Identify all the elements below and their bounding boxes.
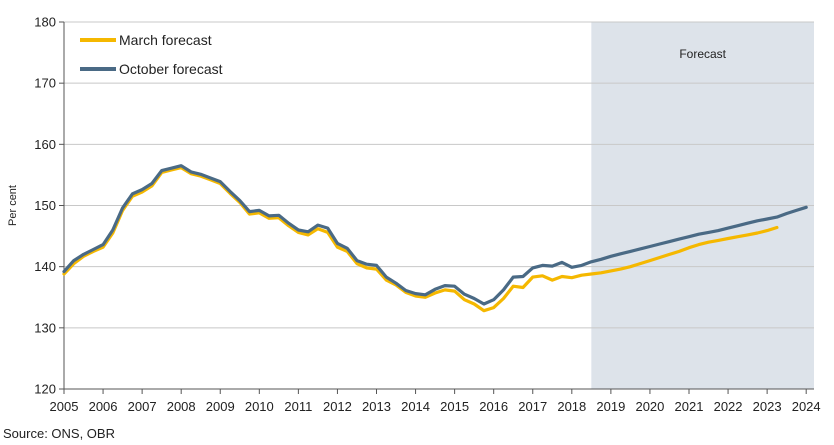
x-tick-label: 2023 — [753, 399, 782, 414]
x-tick-label: 2015 — [440, 399, 469, 414]
x-tick-label: 2013 — [362, 399, 391, 414]
x-tick-label: 2016 — [479, 399, 508, 414]
y-tick-label: 170 — [34, 76, 56, 91]
y-tick-label: 120 — [34, 382, 56, 397]
x-tick-label: 2019 — [596, 399, 625, 414]
y-tick-label: 180 — [34, 15, 56, 30]
x-tick-label: 2024 — [792, 399, 821, 414]
x-tick-label: 2020 — [635, 399, 664, 414]
x-tick-label: 2014 — [401, 399, 430, 414]
y-tick-label: 140 — [34, 259, 56, 274]
legend-label: March forecast — [119, 32, 212, 48]
x-tick-label: 2022 — [714, 399, 743, 414]
x-tick-label: 2008 — [167, 399, 196, 414]
y-tick-label: 150 — [34, 198, 56, 213]
y-tick-label: 160 — [34, 137, 56, 152]
forecast-region-label: Forecast — [679, 47, 726, 61]
source-note: Source: ONS, OBR — [3, 426, 115, 441]
series-line-october-forecast — [62, 164, 808, 306]
x-tick-label: 2018 — [557, 399, 586, 414]
x-tick-label: 2012 — [323, 399, 352, 414]
x-tick-label: 2011 — [284, 399, 312, 414]
x-tick-label: 2010 — [245, 399, 274, 414]
y-tick-label: 130 — [34, 320, 56, 335]
x-tick-label: 2017 — [518, 399, 547, 414]
x-tick-label: 2007 — [128, 399, 157, 414]
legend-label: October forecast — [119, 61, 223, 77]
x-tick-label: 2021 — [675, 399, 704, 414]
x-tick-label: 2005 — [50, 399, 79, 414]
x-tick-label: 2009 — [206, 399, 235, 414]
x-tick-label: 2006 — [89, 399, 118, 414]
y-axis-label: Per cent — [7, 185, 19, 226]
